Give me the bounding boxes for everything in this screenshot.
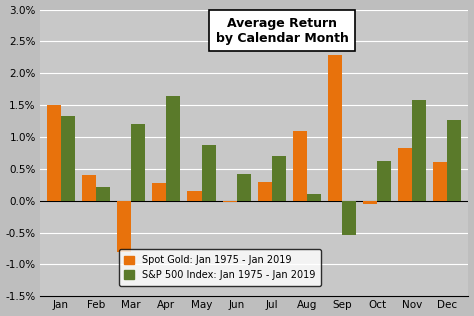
Bar xyxy=(398,148,412,201)
Bar xyxy=(328,55,342,201)
Bar xyxy=(258,182,272,201)
Bar xyxy=(293,131,307,201)
Legend: Spot Gold: Jan 1975 - Jan 2019, S&P 500 Index: Jan 1975 - Jan 2019: Spot Gold: Jan 1975 - Jan 2019, S&P 500 … xyxy=(118,249,321,286)
Bar xyxy=(433,162,447,201)
Bar xyxy=(201,145,216,201)
Bar xyxy=(447,120,461,201)
Bar xyxy=(152,183,166,201)
Bar xyxy=(82,175,96,201)
Bar xyxy=(117,201,131,252)
Bar xyxy=(166,95,181,201)
Bar xyxy=(131,124,146,201)
Bar xyxy=(47,105,61,201)
Bar xyxy=(188,191,201,201)
Bar xyxy=(96,187,110,201)
Bar xyxy=(377,161,391,201)
Bar xyxy=(223,201,237,202)
Bar xyxy=(272,156,286,201)
Bar xyxy=(363,201,377,204)
Bar xyxy=(412,100,426,201)
Bar xyxy=(307,194,321,201)
Text: Average Return
by Calendar Month: Average Return by Calendar Month xyxy=(216,17,348,45)
Bar xyxy=(61,116,75,201)
Bar xyxy=(342,201,356,235)
Bar xyxy=(237,174,251,201)
